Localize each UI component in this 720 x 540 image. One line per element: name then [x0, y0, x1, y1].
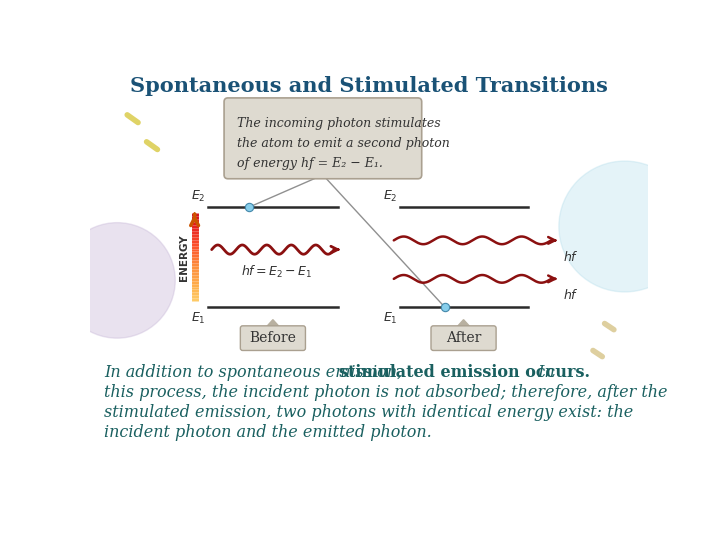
Text: $hf$: $hf$ — [563, 249, 579, 264]
Text: After: After — [446, 331, 481, 345]
Text: In addition to spontaneous emission,: In addition to spontaneous emission, — [104, 364, 408, 381]
Polygon shape — [456, 320, 471, 327]
Text: stimulated emission, two photons with identical energy exist: the: stimulated emission, two photons with id… — [104, 404, 633, 421]
Circle shape — [559, 161, 690, 292]
Text: stimulated emission occurs.: stimulated emission occurs. — [339, 364, 590, 381]
Text: ENERGY: ENERGY — [179, 234, 189, 281]
Text: Spontaneous and Stimulated Transitions: Spontaneous and Stimulated Transitions — [130, 76, 608, 96]
Text: Before: Before — [249, 331, 297, 345]
Circle shape — [59, 222, 175, 338]
FancyBboxPatch shape — [431, 326, 496, 350]
Text: $hf$: $hf$ — [563, 288, 579, 302]
Text: $E_2$: $E_2$ — [191, 189, 205, 204]
Text: $hf = E_2 - E_1$: $hf = E_2 - E_1$ — [241, 264, 312, 280]
Text: $E_1$: $E_1$ — [383, 310, 397, 326]
Polygon shape — [266, 320, 280, 327]
Text: of energy ℎf = E₂ − E₁.: of energy ℎf = E₂ − E₁. — [238, 157, 383, 170]
Text: In: In — [534, 364, 555, 381]
FancyBboxPatch shape — [224, 98, 422, 179]
Text: The incoming photon stimulates: The incoming photon stimulates — [238, 117, 441, 130]
Text: incident photon and the emitted photon.: incident photon and the emitted photon. — [104, 424, 432, 441]
Text: the atom to emit a second photon: the atom to emit a second photon — [238, 137, 450, 150]
Text: $E_1$: $E_1$ — [191, 310, 205, 326]
Text: this process, the incident photon is not absorbed; therefore, after the: this process, the incident photon is not… — [104, 384, 667, 401]
Text: $E_2$: $E_2$ — [383, 189, 397, 204]
FancyBboxPatch shape — [240, 326, 305, 350]
